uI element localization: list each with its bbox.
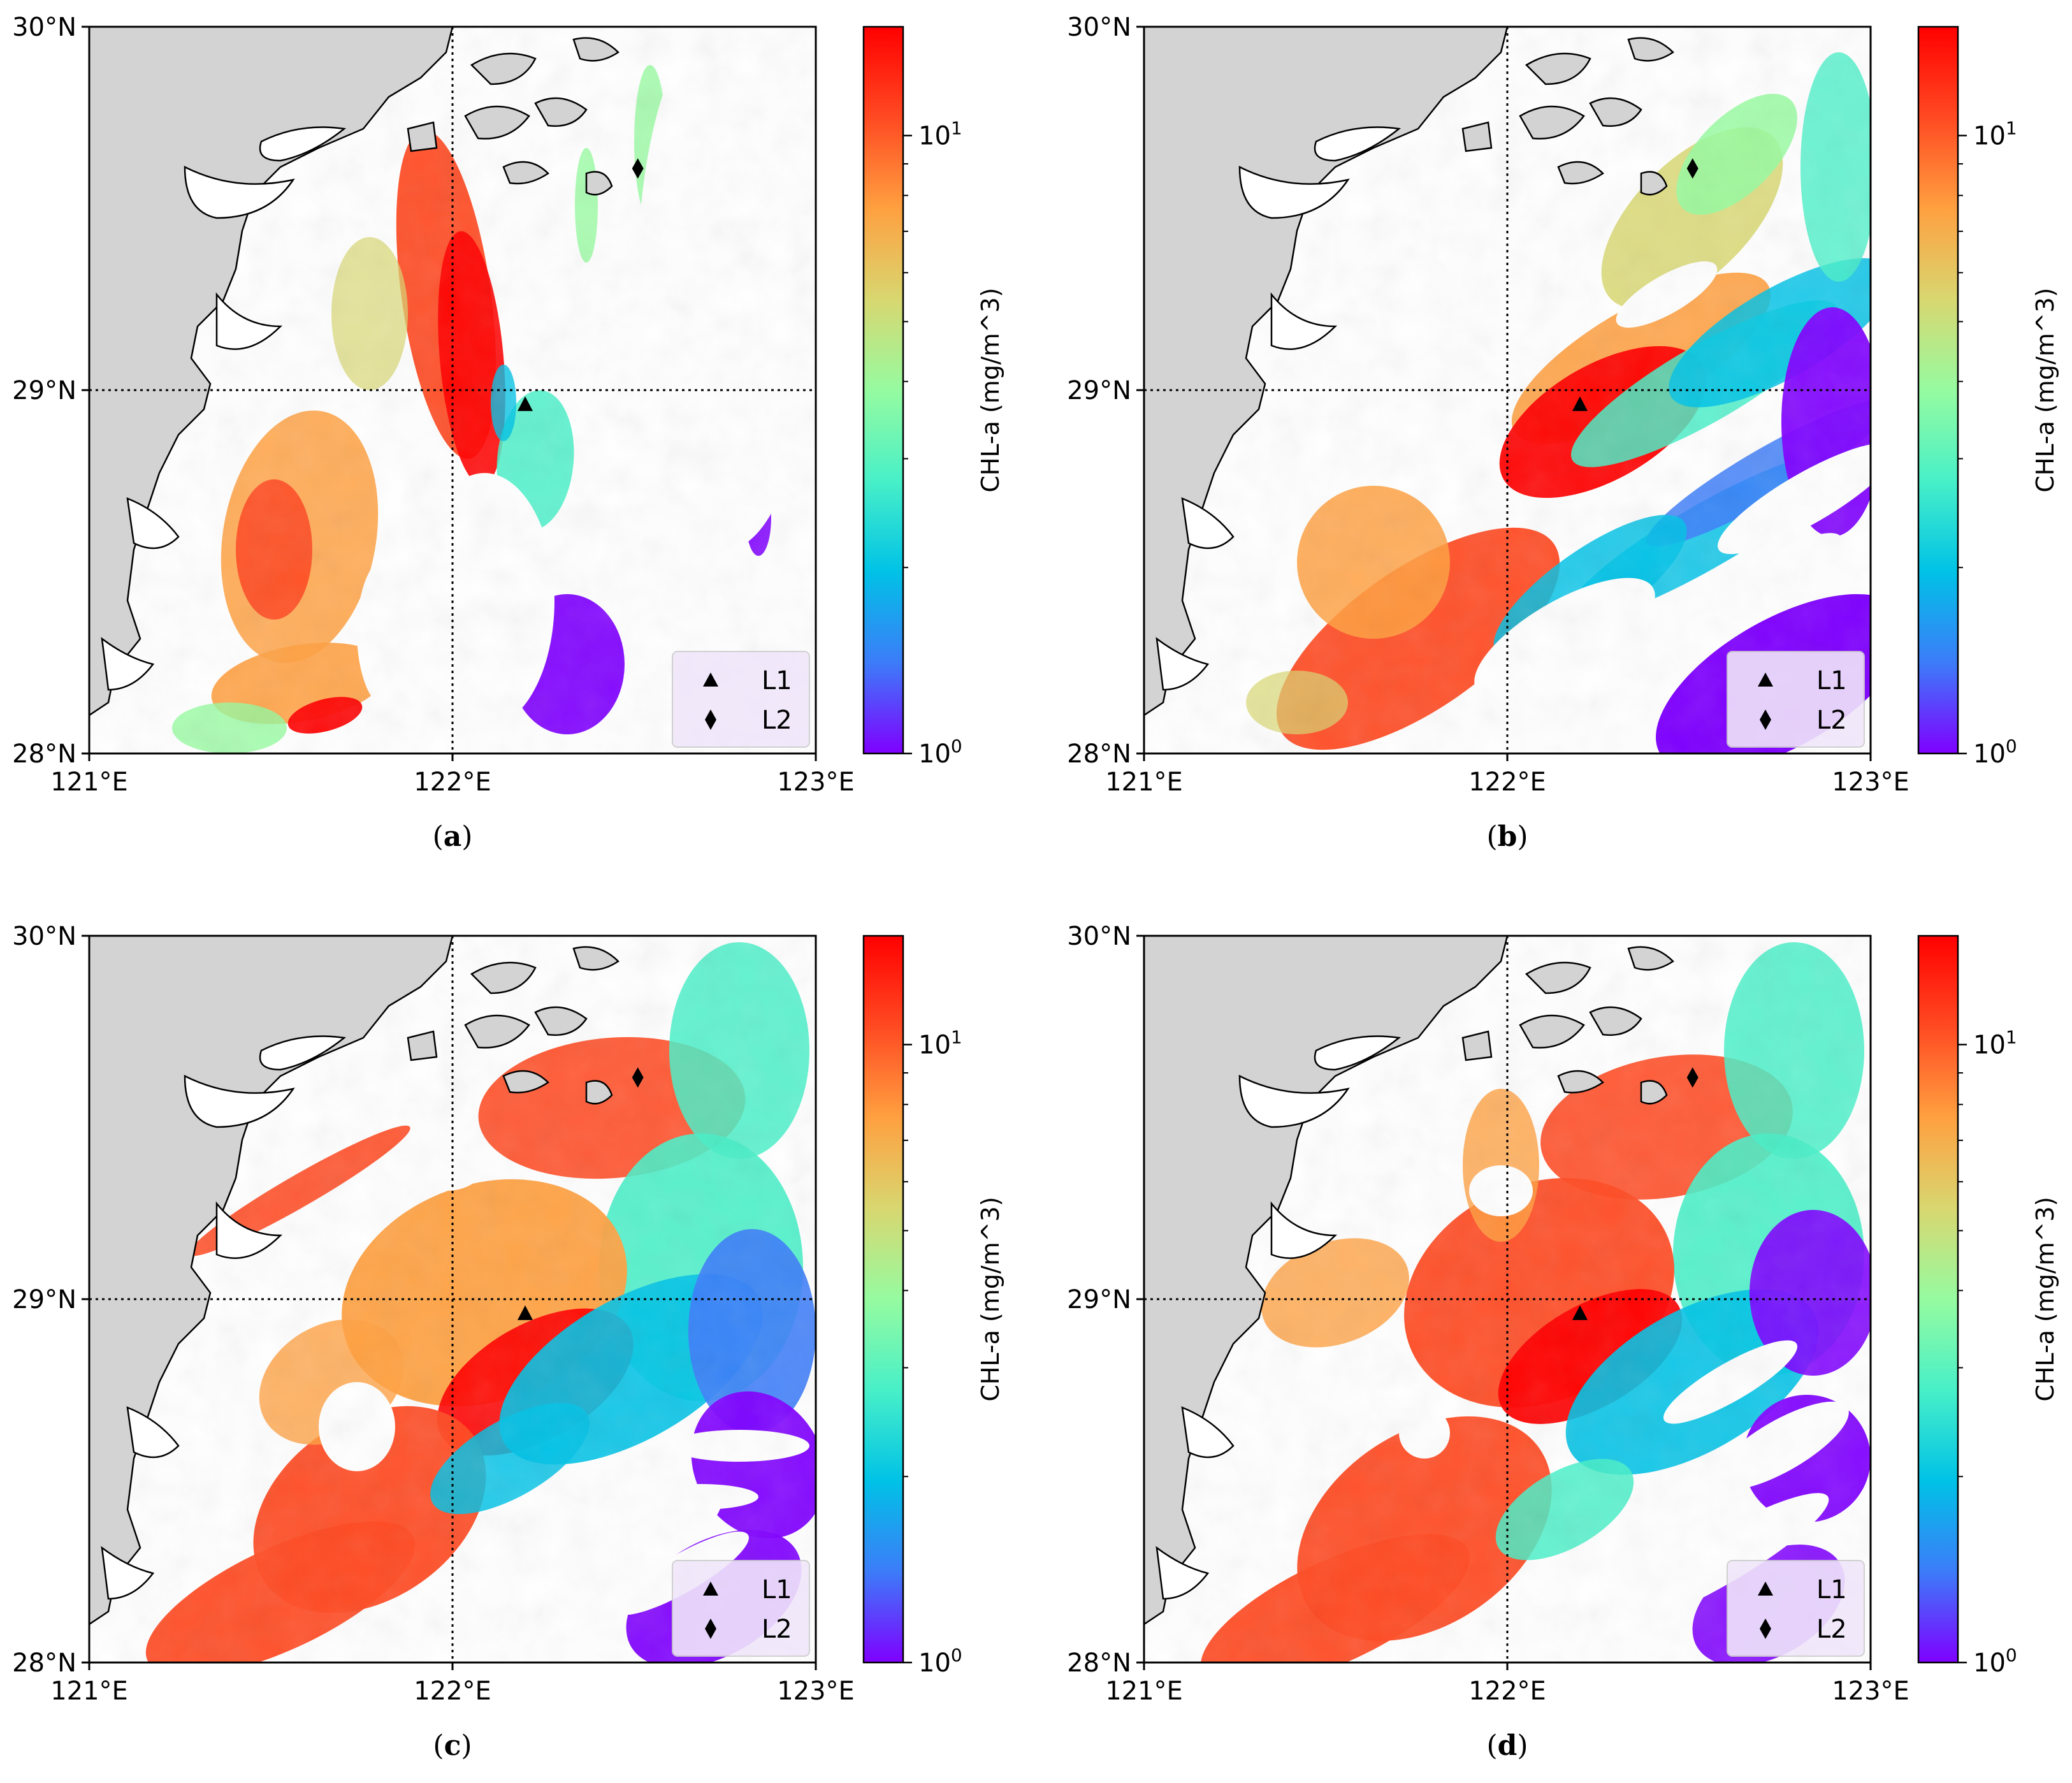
panel-label: (a) — [433, 820, 473, 853]
triangle-icon — [1758, 1582, 1773, 1596]
x-tick-label: 122°E — [1468, 1677, 1546, 1706]
colorbar: 101 100 CHL-a (mg/m^3) — [862, 25, 1004, 769]
y-tick-label: 28°N — [1067, 1648, 1131, 1678]
y-tick-label: 29°N — [12, 1285, 76, 1314]
legend-box — [672, 1560, 810, 1657]
x-tick-label: 121°E — [1105, 768, 1183, 797]
legend-box — [672, 651, 810, 748]
x-tick-label: 122°E — [414, 1677, 491, 1706]
legend-label: L2 — [1816, 706, 1847, 735]
colorbar-tick-label: 101 — [918, 1027, 962, 1060]
triangle-icon — [1758, 673, 1773, 687]
y-tick-label: 30°N — [1067, 922, 1131, 951]
panel-c: 121°E 122°E 123°E28°N29°N30°NL1L2101100CHL… — [12, 922, 1004, 1762]
colorbar-tick-label: 100 — [918, 1645, 962, 1678]
panel-label: (d) — [1486, 1729, 1528, 1762]
station-l1-marker — [1572, 1305, 1588, 1320]
colorbar-tick-label: 101 — [1973, 1027, 2017, 1060]
triangle-icon — [703, 673, 718, 687]
colorbar-tick-label: 100 — [1973, 736, 2017, 769]
diamond-icon — [705, 1619, 716, 1639]
colorbar-label: CHL-a (mg/m^3) — [2031, 1197, 2059, 1401]
colorbar-gradient — [862, 25, 904, 755]
colorbar-tick-label: 101 — [918, 118, 962, 151]
panel-a: 121°E 122°E 123°E28°N29°N30°NL1L2101100CHL… — [12, 13, 1004, 853]
x-tick-label: 123°E — [777, 1677, 855, 1706]
colorbar: 101 100 CHL-a (mg/m^3) — [862, 935, 1004, 1678]
station-l2-marker — [1686, 158, 1699, 179]
x-tick-label: 123°E — [1832, 768, 1909, 797]
legend-label: L2 — [762, 1615, 792, 1644]
x-tick-label: 122°E — [414, 768, 491, 797]
colorbar-gradient — [862, 935, 904, 1664]
legend-label: L2 — [1816, 1615, 1847, 1644]
x-tick-label: 121°E — [50, 768, 128, 797]
colorbar-label: CHL-a (mg/m^3) — [2031, 287, 2059, 492]
colorbar: 101 100 CHL-a (mg/m^3) — [1917, 935, 2059, 1678]
diamond-icon — [1760, 710, 1771, 730]
legend-box — [1727, 651, 1865, 748]
legend-label: L1 — [1816, 1575, 1847, 1605]
x-tick-label: 123°E — [777, 768, 855, 797]
triangle-icon — [703, 1582, 718, 1596]
panel-label: (c) — [433, 1729, 472, 1762]
legend-label: L1 — [762, 1575, 792, 1605]
colorbar-label: CHL-a (mg/m^3) — [976, 1197, 1004, 1401]
panel-label: (b) — [1486, 820, 1528, 853]
station-l1-marker — [518, 396, 533, 411]
legend-label: L1 — [1816, 666, 1847, 695]
x-tick-label: 123°E — [1832, 1677, 1909, 1706]
colorbar-label: CHL-a (mg/m^3) — [976, 287, 1004, 492]
y-tick-label: 29°N — [1067, 1285, 1131, 1314]
y-tick-label: 30°N — [12, 13, 76, 42]
legend-label: L1 — [762, 666, 792, 695]
colorbar-gradient — [1917, 25, 1959, 755]
station-l1-marker — [518, 1305, 533, 1320]
y-tick-label: 29°N — [1067, 376, 1131, 405]
diamond-icon — [1760, 1619, 1771, 1639]
station-l2-marker — [632, 1067, 644, 1088]
legend-box — [1727, 1560, 1865, 1657]
diamond-icon — [705, 710, 716, 730]
x-tick-label: 121°E — [1105, 1677, 1183, 1706]
x-tick-label: 122°E — [1468, 768, 1546, 797]
panel-d: 121°E 122°E 123°E28°N29°N30°NL1L2101100CHL… — [1067, 922, 2059, 1762]
colorbar-tick-label: 100 — [1973, 1645, 2017, 1678]
colorbar-tick-label: 101 — [1973, 118, 2017, 151]
y-tick-label: 28°N — [12, 1648, 76, 1678]
x-tick-label: 121°E — [50, 1677, 128, 1706]
colorbar-tick-label: 100 — [918, 736, 962, 769]
station-l2-marker — [1686, 1067, 1699, 1088]
y-tick-label: 30°N — [12, 922, 76, 951]
panel-b: 121°E 122°E 123°E28°N29°N30°NL1L2101100CHL… — [1067, 13, 2059, 853]
colorbar-gradient — [1917, 935, 1959, 1664]
y-tick-label: 29°N — [12, 376, 76, 405]
station-l1-marker — [1572, 396, 1588, 411]
y-tick-label: 28°N — [1067, 739, 1131, 769]
y-tick-label: 28°N — [12, 739, 76, 769]
legend-label: L2 — [762, 706, 792, 735]
colorbar: 101 100 CHL-a (mg/m^3) — [1917, 25, 2059, 769]
y-tick-label: 30°N — [1067, 13, 1131, 42]
